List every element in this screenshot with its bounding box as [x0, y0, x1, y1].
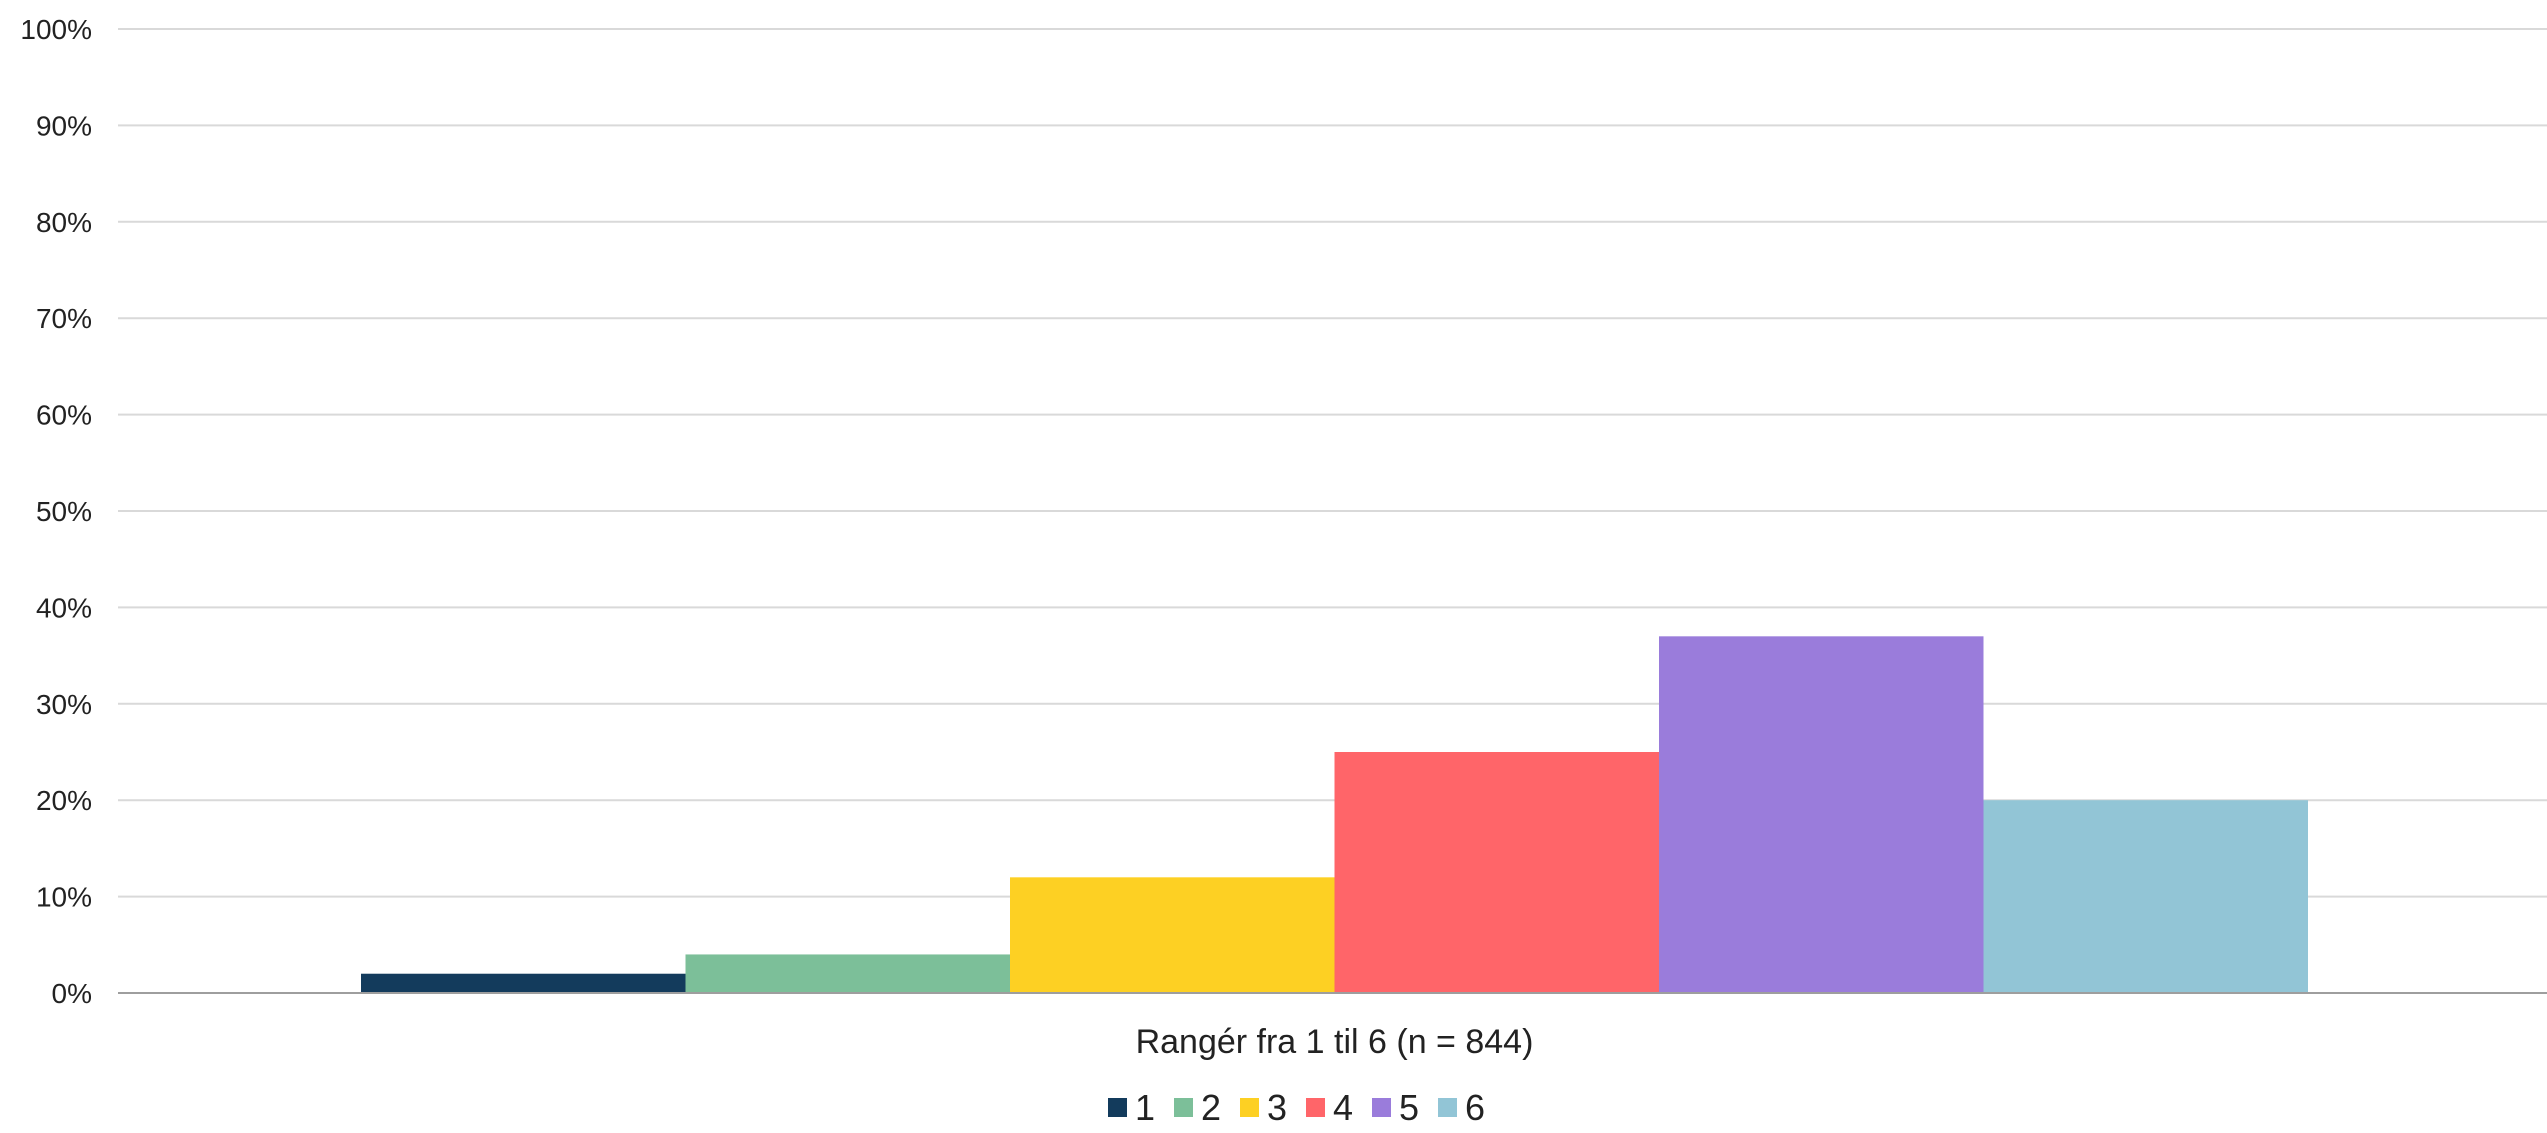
legend-swatch-2: [1174, 1098, 1193, 1117]
bar-series-6: [1983, 800, 2308, 993]
bar-series-3: [1010, 877, 1335, 993]
legend-swatch-5: [1372, 1098, 1391, 1117]
legend-label-6: 6: [1465, 1087, 1485, 1128]
legend-swatch-3: [1240, 1098, 1259, 1117]
legend-label-4: 4: [1333, 1087, 1353, 1128]
y-tick-label: 0%: [52, 978, 92, 1009]
y-tick-label: 60%: [36, 400, 92, 431]
legend: 1 2 3 4 5 6: [1108, 1087, 1485, 1128]
y-tick-label: 80%: [36, 207, 92, 238]
legend-label-1: 1: [1135, 1087, 1155, 1128]
bar-series-2: [685, 954, 1010, 993]
legend-label-3: 3: [1267, 1087, 1287, 1128]
legend-swatch-6: [1438, 1098, 1457, 1117]
legend-swatch-4: [1306, 1098, 1325, 1117]
y-tick-label: 10%: [36, 882, 92, 913]
bar-series-4: [1334, 752, 1659, 993]
y-tick-label: 50%: [36, 496, 92, 527]
y-tick-label: 30%: [36, 689, 92, 720]
legend-label-5: 5: [1399, 1087, 1419, 1128]
y-tick-label: 20%: [36, 785, 92, 816]
legend-swatch-1: [1108, 1098, 1127, 1117]
y-axis-ticks: 0% 10% 20% 30% 40% 50% 60% 70% 80% 90% 100%: [20, 14, 92, 1009]
gridlines: [118, 28, 2547, 898]
bar-series-5: [1659, 636, 1984, 993]
legend-label-2: 2: [1201, 1087, 1221, 1128]
y-tick-label: 70%: [36, 303, 92, 334]
y-tick-label: 100%: [20, 14, 92, 45]
bars: [361, 636, 2308, 993]
x-axis-categories: Rangér fra 1 til 6 (n = 844): [1136, 1023, 1534, 1061]
x-category-label: Rangér fra 1 til 6 (n = 844): [1136, 1023, 1534, 1061]
y-tick-label: 90%: [36, 110, 92, 141]
y-tick-label: 40%: [36, 592, 92, 623]
bar-series-1: [361, 973, 686, 993]
